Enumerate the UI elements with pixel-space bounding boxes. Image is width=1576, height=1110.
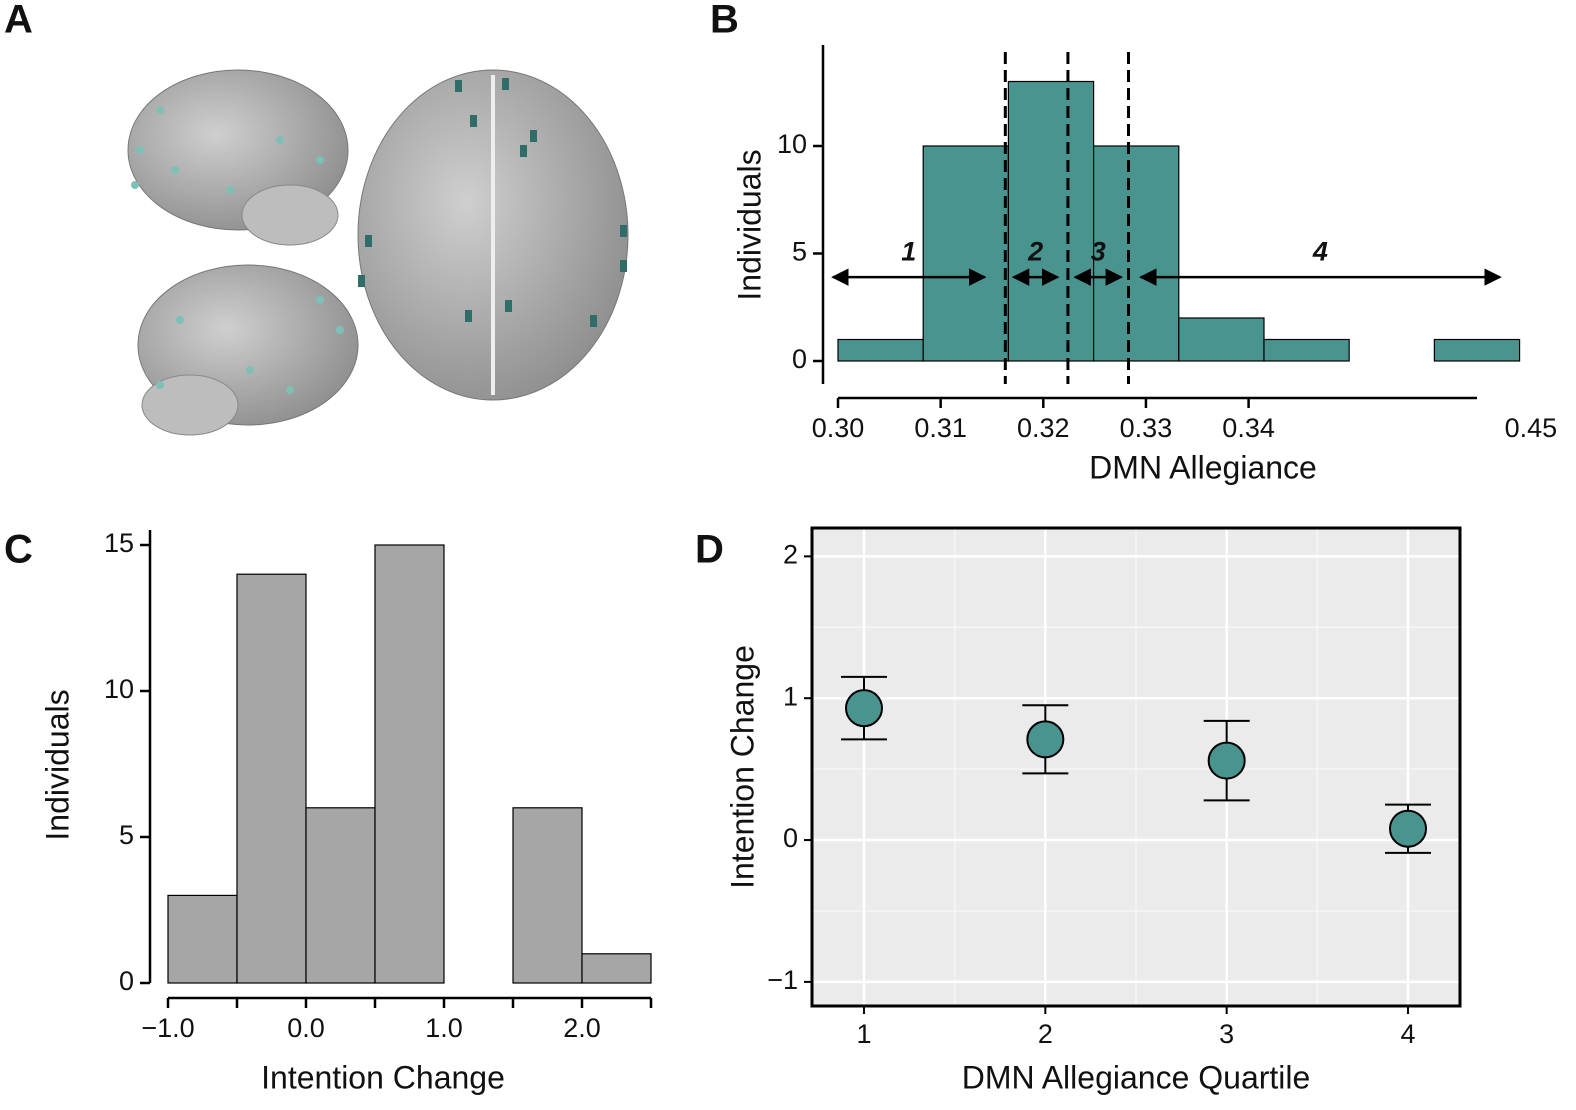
point [845,689,883,728]
x-tick-label: 1 [856,1019,871,1049]
x-tick-label: 3 [1219,1019,1234,1049]
x-tick-label: 0.34 [1222,413,1275,443]
y-tick-label: 2 [783,539,798,569]
point [1207,741,1246,780]
bar [581,953,652,984]
bar [374,544,445,984]
quartile-label: 4 [1312,236,1328,266]
bar [305,807,376,984]
bar [512,807,583,984]
x-tick-label: 2 [1038,1019,1053,1049]
x-axis-title: DMN Allegiance [1089,449,1317,485]
bar [167,894,238,984]
panel-label: D [695,528,724,572]
brain-images [127,69,629,436]
panel-label: C [4,528,33,572]
bar [1178,317,1265,362]
point [1389,809,1427,848]
y-tick-label: 0 [119,966,134,996]
quartile-label: 1 [901,236,916,266]
y-tick-label: 5 [792,237,807,267]
x-tick-label: 0.31 [914,413,967,443]
y-tick-label: 5 [119,820,134,850]
y-tick-label: 0 [783,823,798,853]
y-axis-title: Intention Change [724,645,760,889]
x-tick-label: 2.0 [563,1013,601,1043]
x-tick-label: 0.45 [1505,413,1558,443]
y-tick-label: 15 [104,528,134,558]
y-axis-title: Individuals [39,689,75,840]
x-tick-label: 4 [1400,1019,1415,1049]
x-axis-title: Intention Change [261,1059,505,1095]
y-tick-label: −1 [767,965,798,995]
plot-frame [810,526,1462,1008]
bar [236,573,307,984]
x-tick-label: 0.32 [1017,413,1070,443]
y-tick-label: 10 [104,674,134,704]
bar [1433,338,1521,362]
panel-label: A [4,0,33,42]
bar [1263,338,1350,362]
x-tick-label: 0.30 [812,413,865,443]
bar [837,338,924,362]
x-tick-label: 0.0 [287,1013,325,1043]
y-axis-title: Individuals [731,149,767,300]
x-tick-label: 0.33 [1120,413,1173,443]
x-tick-label: −1.0 [141,1013,194,1043]
y-tick-label: 10 [777,129,807,159]
quartile-label: 2 [1027,236,1043,266]
x-tick-label: 1.0 [425,1013,463,1043]
x-axis-title: DMN Allegiance Quartile [962,1059,1311,1095]
y-tick-label: 0 [792,344,807,374]
y-tick-label: 1 [783,681,798,711]
panel-label: B [710,0,739,42]
bar [922,145,1009,362]
point [1026,720,1065,759]
bar [1007,80,1095,362]
quartile-label: 3 [1091,236,1106,266]
bar [1092,145,1180,362]
